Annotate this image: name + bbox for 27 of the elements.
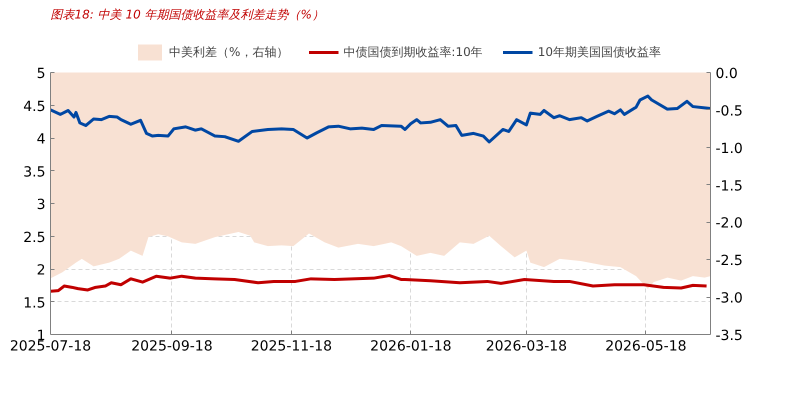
y-tick-label: 4.5 (23, 98, 46, 115)
line-series (50, 274, 708, 293)
y2-tick-label: -3.5 (716, 328, 743, 344)
y-tick-label: 3.5 (23, 164, 46, 180)
chart-title: 图表18: 中美 10 年期国债收益率及利差走势（%） (50, 8, 324, 22)
y2-tick-label: -2.0 (716, 216, 743, 232)
y2-tick-label: 0.0 (716, 66, 738, 82)
y2-tick-label: -1.0 (716, 140, 743, 157)
y2-tick-label: -3.0 (716, 290, 743, 307)
y-tick-label: 5 (36, 66, 46, 82)
legend-label: 10年期美国国债收益率 (538, 44, 661, 60)
y-tick-label: 2 (36, 262, 46, 278)
y2-tick-label: -2.5 (716, 253, 743, 270)
x-tick-label: 2025-11-18 (250, 338, 332, 354)
y-tick-label: 1.5 (23, 295, 46, 312)
x-tick-label: 2026-05-18 (605, 338, 687, 354)
line-series (50, 94, 710, 144)
x-tick-label: 2025-09-18 (131, 338, 213, 354)
legend-label: 中债国债到期收益率:10年 (343, 44, 483, 60)
y-tick-label: 3 (36, 197, 46, 213)
y-tick-label: 4 (36, 132, 46, 148)
y2-tick-label: -1.5 (716, 178, 743, 194)
y2-tick-label: -0.5 (716, 103, 743, 120)
x-tick-label: 2026-01-18 (370, 338, 452, 354)
y-tick-label: 2.5 (23, 230, 46, 246)
legend-label: 中美利差（%，右轴） (169, 44, 288, 60)
x-tick-label: 2026-03-18 (486, 338, 568, 354)
